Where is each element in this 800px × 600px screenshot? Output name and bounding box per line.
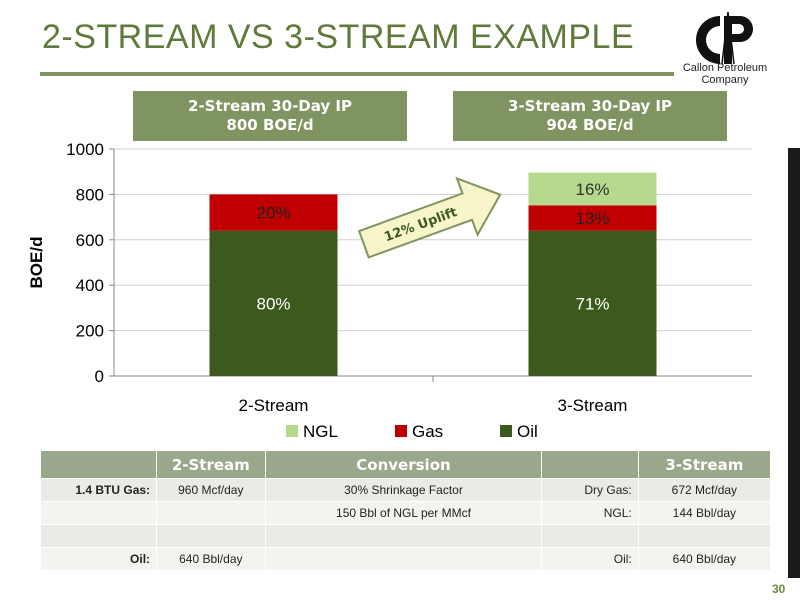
legend-swatch-ngl	[286, 425, 298, 437]
legend-swatch-gas	[395, 425, 407, 437]
y-tick-label: 600	[76, 231, 104, 250]
table-row: 150 Bbl of NGL per MMcf NGL: 144 Bbl/day	[41, 502, 770, 524]
bar-segment-oil	[209, 230, 338, 376]
table-cell: NGL:	[542, 502, 638, 524]
data-label: 13%	[575, 209, 609, 228]
table-cell: 30% Shrinkage Factor	[265, 479, 542, 501]
table-cell: 1.4 BTU Gas:	[41, 479, 157, 501]
table-cell: Dry Gas:	[542, 479, 638, 501]
table-header-row: 2-Stream Conversion 3-Stream	[41, 451, 770, 478]
table-header-cell: Conversion	[265, 451, 542, 478]
callon-logo-icon	[696, 11, 753, 65]
legend-label-gas: Gas	[412, 422, 443, 441]
logo-wordmark: Callon Petroleum Company	[672, 62, 778, 86]
table-cell: 640 Bbl/day	[157, 548, 265, 570]
ip-box-line2: 800 BOE/d	[226, 116, 314, 134]
x-tick-label: 2-Stream	[239, 396, 309, 415]
y-tick-label: 1000	[66, 140, 104, 159]
logo-wordmark-line1: Callon Petroleum	[682, 62, 768, 74]
table-cell: 640 Bbl/day	[638, 548, 770, 570]
y-tick-label: 400	[76, 276, 104, 295]
ip-box-line1: 2-Stream 30-Day IP	[188, 97, 352, 115]
table-cell	[265, 525, 542, 547]
data-label: 71%	[575, 294, 609, 313]
table-cell: Oil:	[41, 548, 157, 570]
uplift-arrow: 12% Uplift	[357, 176, 502, 259]
table-cell	[157, 525, 265, 547]
table-cell: Oil:	[542, 548, 638, 570]
table-cell: 672 Mcf/day	[638, 479, 770, 501]
bar-segment-gas	[209, 194, 338, 231]
legend-label-oil: Oil	[517, 422, 538, 441]
page-number: 30	[772, 582, 786, 596]
conversion-table: 2-Stream Conversion 3-Stream 1.4 BTU Gas…	[40, 450, 771, 571]
uplift-arrow-shape	[357, 176, 502, 259]
table-cell: 960 Mcf/day	[157, 479, 265, 501]
table-row: 1.4 BTU Gas: 960 Mcf/day 30% Shrinkage F…	[41, 479, 770, 501]
stacked-bar-chart: 0 200 400 600 800 1000 BOE/d 2-Stream 80% 20% 3-St…	[27, 140, 752, 441]
right-edge-bar	[788, 148, 800, 578]
table-cell	[542, 525, 638, 547]
table-cell: 144 Bbl/day	[638, 502, 770, 524]
data-label: 16%	[575, 180, 609, 199]
ip-box-line2: 904 BOE/d	[546, 116, 634, 134]
legend-label-ngl: NGL	[303, 422, 338, 441]
table-header-cell: 3-Stream	[638, 451, 770, 478]
y-axis-label: BOE/d	[27, 237, 46, 289]
bar-segment-ngl	[528, 172, 657, 206]
bar-segment-gas	[528, 205, 657, 231]
ip-box-2-stream: 2-Stream 30-Day IP 800 BOE/d	[133, 91, 407, 141]
y-tick-label: 0	[95, 367, 104, 386]
title-divider	[40, 72, 674, 76]
data-label: 20%	[256, 204, 290, 223]
table-cell	[638, 525, 770, 547]
y-tick-label: 200	[76, 322, 104, 341]
table-cell	[265, 548, 542, 570]
table-header-cell	[41, 451, 157, 478]
ip-box-3-stream: 3-Stream 30-Day IP 904 BOE/d	[453, 91, 727, 141]
table-cell	[41, 525, 157, 547]
table-cell: 150 Bbl of NGL per MMcf	[265, 502, 542, 524]
table-header-cell: 2-Stream	[157, 451, 265, 478]
legend-swatch-oil	[500, 425, 512, 437]
table-cell	[41, 502, 157, 524]
logo-wordmark-line2: Company	[701, 74, 749, 86]
x-tick-label: 3-Stream	[558, 396, 628, 415]
ip-box-line1: 3-Stream 30-Day IP	[508, 97, 672, 115]
slide-title: 2-STREAM VS 3-STREAM EXAMPLE	[42, 18, 635, 56]
table-cell	[157, 502, 265, 524]
y-tick-label: 800	[76, 185, 104, 204]
table-row: Oil: 640 Bbl/day Oil: 640 Bbl/day	[41, 548, 770, 570]
table-header-cell	[542, 451, 638, 478]
table-row	[41, 525, 770, 547]
data-label: 80%	[256, 294, 290, 313]
bar-segment-oil	[528, 230, 657, 376]
